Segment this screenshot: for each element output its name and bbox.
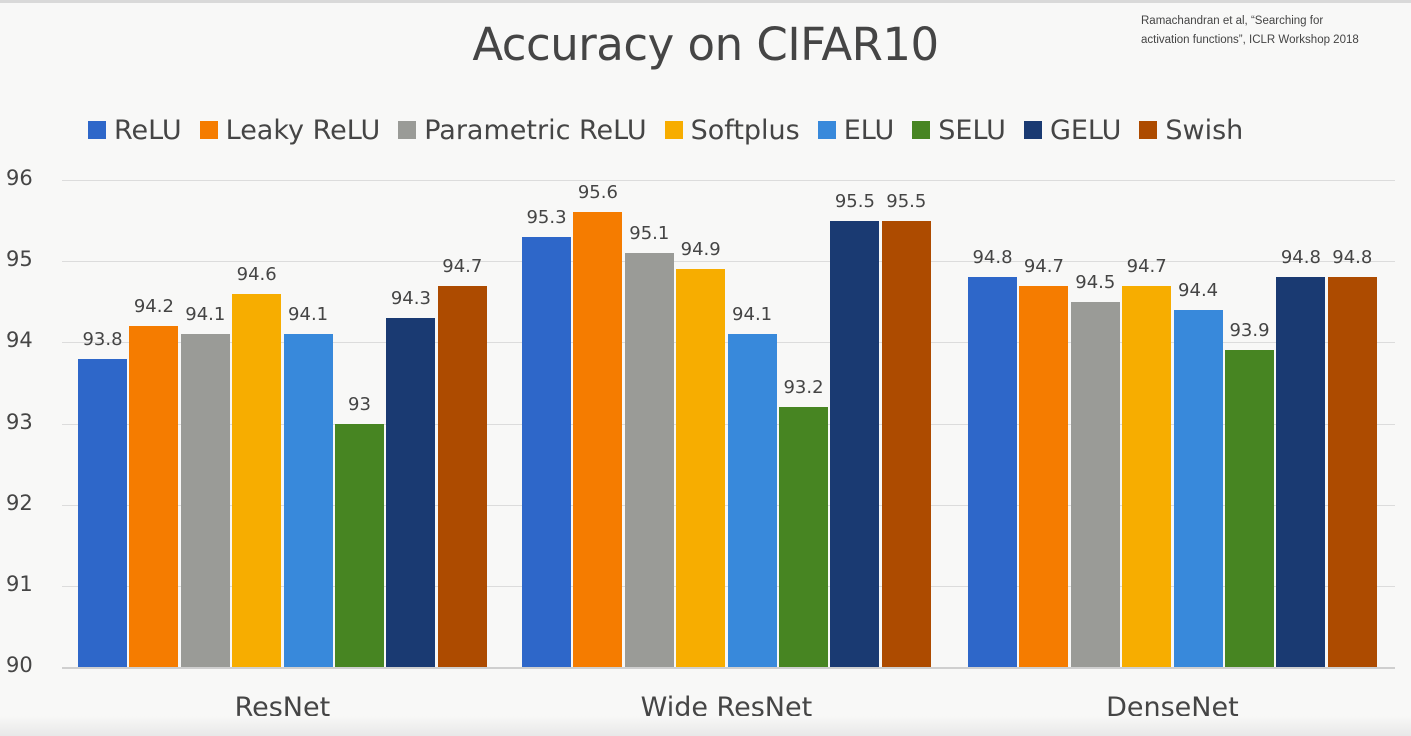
- legend-item: Parametric ReLU: [398, 114, 647, 146]
- bar-softplus-resnet: [232, 293, 282, 667]
- bar-swish-resnet: [437, 285, 487, 667]
- legend-swatch: [1139, 121, 1158, 139]
- bar-selu-resnet: [335, 423, 384, 667]
- value-label: 94.1: [288, 304, 329, 326]
- value-label: 93.8: [82, 328, 123, 350]
- value-label: 95.5: [834, 190, 875, 212]
- gridline: [62, 667, 1395, 669]
- value-label: 94.9: [680, 239, 721, 261]
- y-tick-label: 96: [6, 166, 33, 190]
- value-label: 94.3: [390, 287, 431, 309]
- legend-item: Leaky ReLU: [199, 114, 381, 146]
- value-label: 95.5: [886, 190, 927, 212]
- bar-leaky-relu-resnet: [129, 326, 179, 667]
- bar-softplus-densenet: [1122, 285, 1172, 667]
- citation: Ramachandran et al, “Searching for activ…: [1141, 12, 1359, 50]
- bar-parametric-relu-resnet: [180, 334, 230, 667]
- bar-leaky-relu-densenet: [1019, 285, 1069, 667]
- bar-parametric-relu-wide-resnet: [624, 253, 674, 667]
- bar-elu-wide-resnet: [727, 334, 777, 667]
- legend-item: ReLU: [88, 115, 182, 146]
- bar-parametric-relu-densenet: [1070, 301, 1120, 667]
- value-label: 94.1: [732, 304, 773, 326]
- value-label: 95.6: [577, 182, 618, 204]
- value-label: 94.4: [1178, 279, 1219, 301]
- value-label: 94.7: [1023, 255, 1064, 277]
- value-label: 94.1: [185, 304, 226, 326]
- legend-label: Leaky ReLU: [225, 114, 381, 146]
- gridline: [62, 180, 1395, 181]
- legend-label: Parametric ReLU: [424, 114, 647, 146]
- bar-swish-wide-resnet: [881, 220, 931, 667]
- legend-item: ELU: [817, 114, 895, 146]
- y-tick-label: 92: [6, 491, 33, 515]
- y-tick-label: 90: [6, 653, 33, 677]
- bar-gelu-resnet: [386, 317, 436, 667]
- value-label: 94.7: [1126, 255, 1167, 277]
- value-label: 94.8: [1280, 247, 1321, 269]
- bar-gelu-wide-resnet: [830, 220, 880, 667]
- bar-leaky-relu-wide-resnet: [573, 212, 623, 667]
- legend-label: SELU: [938, 114, 1006, 146]
- bar-relu-resnet: [78, 358, 127, 667]
- gridline: [62, 261, 1395, 262]
- legend-swatch: [817, 121, 836, 139]
- legend-item: Swish: [1139, 115, 1243, 146]
- legend-swatch: [912, 121, 931, 139]
- bar-elu-resnet: [283, 334, 333, 667]
- legend-swatch: [664, 121, 683, 139]
- value-label: 94.2: [133, 296, 174, 318]
- top-border: [0, 0, 1411, 3]
- value-label: 93.9: [1229, 320, 1270, 342]
- bar-selu-densenet: [1225, 350, 1274, 667]
- value-label: 94.8: [972, 247, 1013, 269]
- bar-elu-densenet: [1173, 309, 1223, 667]
- y-tick-label: 91: [6, 572, 33, 596]
- value-label: 95.3: [526, 206, 567, 228]
- legend-label: Swish: [1165, 114, 1244, 146]
- chart-title: Accuracy on CIFAR10: [472, 18, 939, 71]
- bar-relu-densenet: [968, 277, 1017, 667]
- bar-swish-densenet: [1327, 277, 1377, 667]
- legend-label: ReLU: [114, 114, 182, 146]
- bar-softplus-wide-resnet: [676, 269, 726, 667]
- legend-item: SELU: [912, 115, 1006, 146]
- value-label: 95.1: [629, 223, 670, 245]
- bar-gelu-densenet: [1276, 277, 1326, 667]
- value-label: 94.7: [442, 255, 483, 277]
- legend-label: GELU: [1049, 114, 1122, 146]
- bottom-edge: [0, 716, 1411, 736]
- legend-item: Softplus: [664, 114, 800, 146]
- value-label: 94.8: [1332, 247, 1373, 269]
- legend-swatch: [88, 121, 106, 139]
- legend-swatch: [398, 121, 417, 139]
- legend-label: ELU: [843, 114, 895, 146]
- legend-swatch: [1023, 121, 1042, 139]
- value-label: 93.2: [783, 377, 824, 399]
- bar-selu-wide-resnet: [779, 407, 828, 667]
- value-label: 94.5: [1075, 271, 1116, 293]
- citation-line-1: Ramachandran et al, “Searching for: [1141, 15, 1324, 27]
- y-tick-label: 93: [6, 410, 33, 434]
- value-label: 94.6: [236, 263, 277, 285]
- bar-relu-wide-resnet: [522, 236, 571, 667]
- chart-legend: ReLU Leaky ReLU Parametric ReLU Softplus ELU…: [88, 110, 1261, 150]
- legend-label: Softplus: [690, 114, 800, 146]
- y-tick-label: 94: [6, 328, 33, 352]
- citation-line-2: activation functions”, ICLR Workshop 201…: [1141, 34, 1359, 46]
- y-tick-label: 95: [6, 247, 33, 271]
- legend-item: GELU: [1023, 114, 1122, 146]
- value-label: 93: [348, 393, 371, 415]
- legend-swatch: [199, 121, 218, 139]
